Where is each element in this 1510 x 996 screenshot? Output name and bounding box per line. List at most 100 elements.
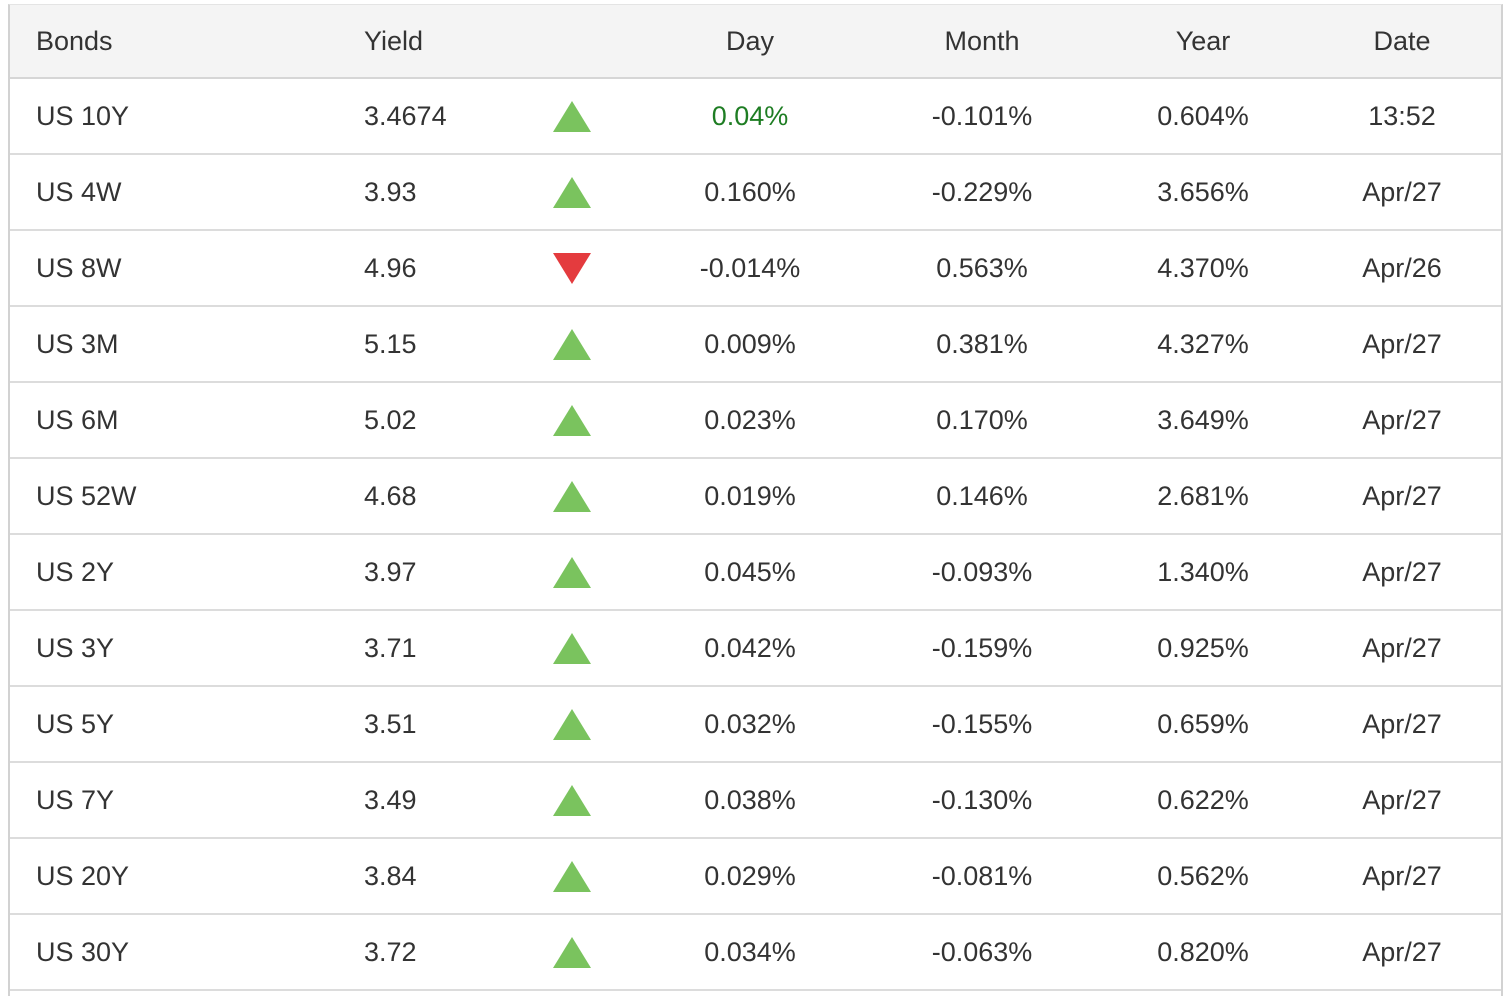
yield-value: 3.4674: [364, 78, 504, 155]
day-change-value: 0.023%: [639, 382, 861, 459]
trend-arrow-cell: [504, 838, 639, 915]
month-change-value: -0.101%: [861, 78, 1103, 155]
bond-name-link[interactable]: US 30Y: [10, 914, 364, 991]
day-change-value: 0.009%: [639, 306, 861, 383]
table-row[interactable]: US 2Y 3.97 0.045% -0.093% 1.340% Apr/27: [10, 534, 1501, 611]
month-change-value: -0.081%: [861, 838, 1103, 915]
yield-value: 3.93: [364, 154, 504, 231]
date-value: Apr/27: [1303, 762, 1501, 839]
yield-value: 3.49: [364, 762, 504, 839]
column-header-date[interactable]: Date: [1303, 5, 1501, 79]
column-header-yield[interactable]: Yield: [364, 5, 504, 79]
bond-name-link[interactable]: US 2Y: [10, 534, 364, 611]
up-arrow-icon: [552, 101, 591, 133]
table-header-row: Bonds Yield Day Month Year Date: [10, 5, 1501, 79]
date-value: Apr/27: [1303, 914, 1501, 991]
date-value: Apr/27: [1303, 838, 1501, 915]
up-arrow-icon: [552, 937, 591, 969]
table-row[interactable]: US 7Y 3.49 0.038% -0.130% 0.622% Apr/27: [10, 762, 1501, 839]
trend-arrow-cell: [504, 686, 639, 763]
table-row[interactable]: US 3M 5.15 0.009% 0.381% 4.327% Apr/27: [10, 306, 1501, 383]
month-change-value: 0.563%: [861, 230, 1103, 307]
column-header-month[interactable]: Month: [861, 5, 1103, 79]
table-row[interactable]: US 6M 5.02 0.023% 0.170% 3.649% Apr/27: [10, 382, 1501, 459]
up-arrow-icon: [552, 861, 591, 893]
table-row[interactable]: US 52W 4.68 0.019% 0.146% 2.681% Apr/27: [10, 458, 1501, 535]
up-arrow-icon: [552, 557, 591, 589]
month-change-value: -0.093%: [861, 534, 1103, 611]
trend-arrow-cell: [504, 762, 639, 839]
trend-arrow-cell: [504, 914, 639, 991]
day-change-value: 0.045%: [639, 534, 861, 611]
column-header-bonds[interactable]: Bonds: [10, 5, 364, 79]
year-change-value: 0.659%: [1103, 686, 1303, 763]
yield-value: 3.71: [364, 610, 504, 687]
date-value: Apr/27: [1303, 382, 1501, 459]
bond-name-link[interactable]: US 6M: [10, 382, 364, 459]
up-arrow-icon: [552, 709, 591, 741]
month-change-value: 0.146%: [861, 458, 1103, 535]
day-change-value: 0.032%: [639, 686, 861, 763]
year-change-value: 4.370%: [1103, 230, 1303, 307]
year-change-value: 4.327%: [1103, 306, 1303, 383]
up-arrow-icon: [552, 481, 591, 513]
month-change-value: -0.159%: [861, 610, 1103, 687]
date-value: Apr/27: [1303, 686, 1501, 763]
day-change-value: -0.014%: [639, 230, 861, 307]
date-value: Apr/27: [1303, 306, 1501, 383]
table-row[interactable]: US 4W 3.93 0.160% -0.229% 3.656% Apr/27: [10, 154, 1501, 231]
table-row[interactable]: US 30Y 3.72 0.034% -0.063% 0.820% Apr/27: [10, 914, 1501, 991]
trend-arrow-cell: [504, 458, 639, 535]
bond-name-link[interactable]: US 3Y: [10, 610, 364, 687]
month-change-value: 0.170%: [861, 382, 1103, 459]
table-row[interactable]: US 20Y 3.84 0.029% -0.081% 0.562% Apr/27: [10, 838, 1501, 915]
day-change-value: 0.160%: [639, 154, 861, 231]
bonds-table-container: Bonds Yield Day Month Year Date US 10Y 3…: [8, 4, 1503, 996]
day-change-value: 0.019%: [639, 458, 861, 535]
trend-arrow-cell: [504, 230, 639, 307]
bond-name-link[interactable]: US 3M: [10, 306, 364, 383]
date-value: Apr/27: [1303, 154, 1501, 231]
month-change-value: -0.229%: [861, 154, 1103, 231]
up-arrow-icon: [552, 405, 591, 437]
trend-arrow-cell: [504, 306, 639, 383]
bond-name-link[interactable]: US 5Y: [10, 686, 364, 763]
bonds-table: Bonds Yield Day Month Year Date US 10Y 3…: [10, 5, 1501, 991]
up-arrow-icon: [552, 329, 591, 361]
table-row[interactable]: US 3Y 3.71 0.042% -0.159% 0.925% Apr/27: [10, 610, 1501, 687]
table-row[interactable]: US 5Y 3.51 0.032% -0.155% 0.659% Apr/27: [10, 686, 1501, 763]
trend-arrow-cell: [504, 78, 639, 155]
trend-arrow-cell: [504, 154, 639, 231]
bond-name-link[interactable]: US 8W: [10, 230, 364, 307]
date-value: Apr/26: [1303, 230, 1501, 307]
yield-value: 5.15: [364, 306, 504, 383]
date-value: Apr/27: [1303, 458, 1501, 535]
bond-name-link[interactable]: US 4W: [10, 154, 364, 231]
table-row[interactable]: US 10Y 3.4674 0.04% -0.101% 0.604% 13:52: [10, 78, 1501, 155]
year-change-value: 0.820%: [1103, 914, 1303, 991]
month-change-value: -0.155%: [861, 686, 1103, 763]
column-header-year[interactable]: Year: [1103, 5, 1303, 79]
date-value: 13:52: [1303, 78, 1501, 155]
year-change-value: 0.925%: [1103, 610, 1303, 687]
year-change-value: 0.604%: [1103, 78, 1303, 155]
month-change-value: -0.063%: [861, 914, 1103, 991]
column-header-arrow-spacer: [504, 5, 639, 79]
day-change-value: 0.04%: [639, 78, 861, 155]
yield-value: 5.02: [364, 382, 504, 459]
bond-name-link[interactable]: US 52W: [10, 458, 364, 535]
yield-value: 4.68: [364, 458, 504, 535]
day-change-value: 0.029%: [639, 838, 861, 915]
bond-name-link[interactable]: US 20Y: [10, 838, 364, 915]
bond-name-link[interactable]: US 7Y: [10, 762, 364, 839]
yield-value: 3.97: [364, 534, 504, 611]
yield-value: 3.84: [364, 838, 504, 915]
year-change-value: 2.681%: [1103, 458, 1303, 535]
day-change-value: 0.038%: [639, 762, 861, 839]
table-row[interactable]: US 8W 4.96 -0.014% 0.563% 4.370% Apr/26: [10, 230, 1501, 307]
trend-arrow-cell: [504, 382, 639, 459]
year-change-value: 3.649%: [1103, 382, 1303, 459]
column-header-day[interactable]: Day: [639, 5, 861, 79]
bond-name-link[interactable]: US 10Y: [10, 78, 364, 155]
up-arrow-icon: [552, 177, 591, 209]
